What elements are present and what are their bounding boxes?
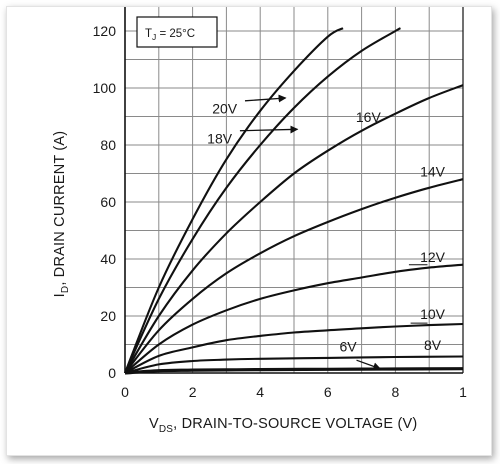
curve-label-8V: 8V bbox=[424, 337, 442, 353]
curve-labels: 6V 8V 10V 12V 14V 16V 18V 20V bbox=[207, 94, 446, 371]
axes bbox=[124, 7, 464, 374]
chart-frame: 0 2 4 6 8 1 0 20 40 60 80 100 120 6V 8V 10V 12V 14V 16V 18… bbox=[6, 6, 492, 456]
x-tick-label: 6 bbox=[324, 384, 332, 400]
curve-label-16V: 16V bbox=[356, 109, 382, 125]
series-line-14V bbox=[124, 178, 464, 374]
y-tick-label: 120 bbox=[93, 23, 117, 39]
y-tick-label: 80 bbox=[100, 137, 116, 153]
series-line-18V bbox=[124, 27, 402, 374]
y-tick-label: 60 bbox=[100, 194, 116, 210]
y-tick-label: 100 bbox=[93, 80, 117, 96]
arrow-18V bbox=[239, 125, 299, 134]
curve-label-20V: 20V bbox=[212, 101, 238, 117]
series-line-20V bbox=[124, 27, 344, 374]
series-line-10V bbox=[124, 322, 464, 374]
x-tick-label: 4 bbox=[256, 384, 264, 400]
series-line-16V bbox=[124, 84, 464, 374]
y-tick-label: 0 bbox=[108, 365, 116, 381]
x-tick-label: 0 bbox=[121, 384, 129, 400]
curve-label-18V: 18V bbox=[207, 131, 233, 147]
y-axis-label: ID, DRAIN CURRENT (A) bbox=[52, 131, 71, 298]
arrow-20V bbox=[244, 94, 287, 103]
curve-label-10V: 10V bbox=[420, 306, 446, 322]
gridlines bbox=[125, 7, 463, 373]
curve-label-6V: 6V bbox=[340, 339, 358, 355]
series-line-6V bbox=[124, 367, 464, 375]
x-axis-label: VDS, DRAIN-TO-SOURCE VOLTAGE (V) bbox=[149, 416, 417, 435]
annotation-text: TJ = 25°C bbox=[145, 28, 195, 42]
curve-label-14V: 14V bbox=[420, 163, 446, 179]
temperature-annotation: TJ = 25°C bbox=[136, 16, 218, 48]
y-tick-label: 20 bbox=[100, 308, 116, 324]
series-curves bbox=[124, 27, 464, 375]
x-tick-label: 1 bbox=[459, 384, 467, 400]
series-line-12V bbox=[124, 263, 464, 374]
annotation-box bbox=[136, 16, 218, 48]
curve-label-12V: 12V bbox=[420, 249, 446, 265]
x-tick-label: 8 bbox=[392, 384, 400, 400]
x-tick-label: 2 bbox=[189, 384, 197, 400]
series-line-8V bbox=[124, 355, 464, 375]
arrow-6V bbox=[356, 359, 382, 371]
y-tick-label: 40 bbox=[100, 251, 116, 267]
